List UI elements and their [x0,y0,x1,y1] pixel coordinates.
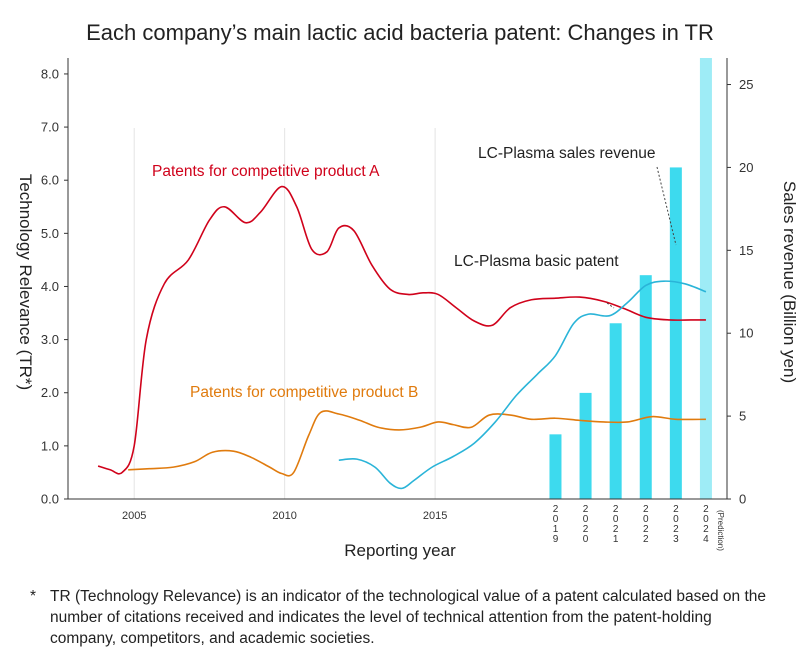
series-lc-plasma-patent-line [338,280,707,490]
prediction-note: (Prediction) [716,510,725,551]
bar-year-char: 2 [583,504,589,515]
bar-year-char: 2 [673,524,679,535]
bar-year-char: 2 [613,524,619,535]
footnote: * TR (Technology Relevance) is an indica… [30,586,780,649]
y-left-tick-label: 5.0 [41,226,59,241]
grid-lines [133,128,436,499]
x-axis-title: Reporting year [344,541,456,560]
bar-year-char: 0 [583,534,589,545]
x-tick-label: 2010 [272,510,296,522]
y-left-tick-label: 2.0 [41,385,59,400]
y-axis-right-title: Sales revenue (Billion yen) [780,181,799,383]
bar-year-char: 2 [643,534,649,545]
bar-year-char: 2 [703,504,709,515]
x-tick-label: 2015 [423,510,447,522]
label-lc-plasma-sales: LC-Plasma sales revenue [478,145,655,162]
annotations: Patents for competitive product A Patents… [152,145,677,401]
label-lc-plasma-patent: LC-Plasma basic patent [454,253,619,270]
series-competitive-a-line [97,185,706,475]
footnote-text: TR (Technology Relevance) is an indicato… [50,588,767,647]
bar-year-char: 0 [673,514,679,525]
y-left-tick-label: 7.0 [41,120,59,135]
series-competitive-b-line [128,410,706,477]
y-right-tick-label: 0 [739,492,746,507]
label-competitive-b: Patents for competitive product B [190,384,418,401]
bar-year-char: 4 [703,534,709,545]
bar-year-char: 2 [583,524,589,535]
y-right-tick-label: 5 [739,409,746,424]
y-left-tick-label: 8.0 [41,66,59,81]
bar-year-char: 9 [553,534,559,545]
chart-title: Each company’s main lactic acid bacteria… [86,20,714,45]
y-right-tick-label: 15 [739,243,753,258]
bar-series [549,58,712,499]
bar-2020 [579,392,592,499]
bar-2023 [669,167,682,499]
y-left-tick-label: 0.0 [41,492,59,507]
bar-year-char: 2 [553,504,559,515]
y-axis-left-title: Technology Relevance (TR*) [16,174,35,390]
bar-year-char: 2 [613,504,619,515]
bar-year-char: 0 [583,514,589,525]
bar-2019 [549,434,562,499]
leader-lc-plasma-patent [606,302,615,309]
bar-2021 [609,323,622,499]
bar-year-char: 2 [643,504,649,515]
y-right-tick-label: 20 [739,160,753,175]
bar-year-char: 3 [673,534,679,545]
bar-year-char: 2 [673,504,679,515]
bar-2024 [699,58,712,499]
bar-year-char: 0 [643,514,649,525]
bar-year-char: 0 [703,514,709,525]
label-competitive-a: Patents for competitive product A [152,163,380,180]
y-right-tick-label: 25 [739,77,753,92]
y-left-tick-label: 4.0 [41,279,59,294]
bar-year-char: 1 [613,534,619,545]
bar-year-char: 0 [613,514,619,525]
bar-year-char: 2 [643,524,649,535]
y-left-tick-label: 1.0 [41,438,59,453]
bar-year-char: 2 [703,524,709,535]
leader-lc-plasma-sales [656,166,677,246]
y-right-tick-label: 10 [739,326,753,341]
y-left-tick-label: 3.0 [41,332,59,347]
y-left-tick-label: 6.0 [41,173,59,188]
x-tick-label: 2005 [122,510,146,522]
line-series [97,185,707,490]
bar-year-char: 0 [553,514,559,525]
bar-2022 [639,275,652,499]
footnote-mark: * [30,588,37,605]
bar-year-char: 1 [553,524,559,535]
